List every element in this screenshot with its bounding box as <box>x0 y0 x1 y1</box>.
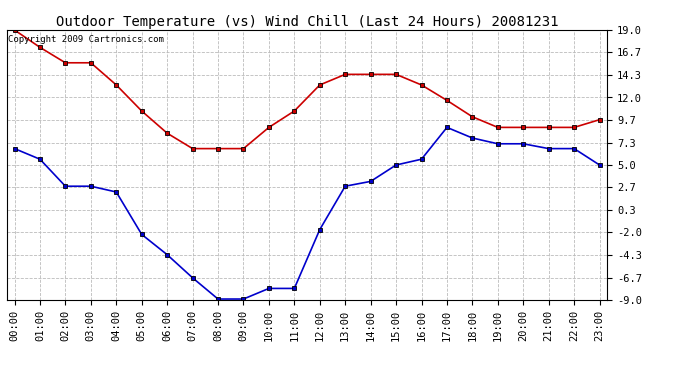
Title: Outdoor Temperature (vs) Wind Chill (Last 24 Hours) 20081231: Outdoor Temperature (vs) Wind Chill (Las… <box>56 15 558 29</box>
Text: Copyright 2009 Cartronics.com: Copyright 2009 Cartronics.com <box>8 35 164 44</box>
